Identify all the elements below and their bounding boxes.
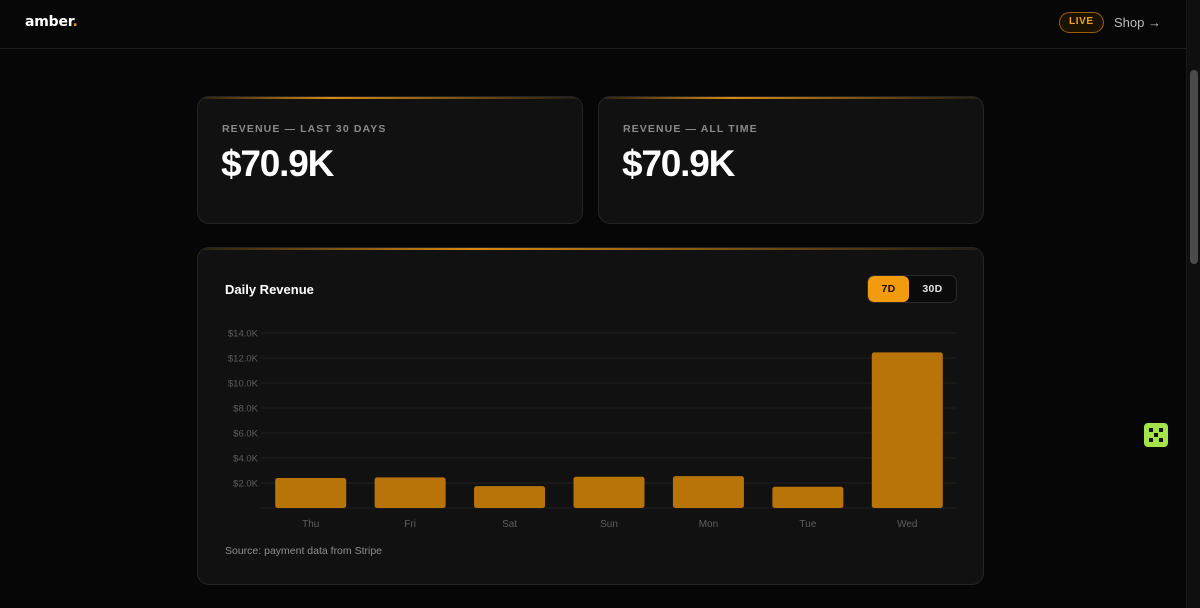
logo-dot: . [72,14,78,30]
stat-card-all-time: REVENUE — ALL TIME $70.9K [598,96,984,224]
stat-card-last-30-days: REVENUE — LAST 30 DAYS $70.9K [197,96,583,224]
bar [374,477,446,508]
stat-label: REVENUE — ALL TIME [623,123,758,135]
x-tick-label: Thu [302,519,319,530]
y-tick-label: $10.0K [228,379,259,390]
y-tick-label: $8.0K [233,404,258,415]
toggle-7d-button[interactable]: 7D [868,276,909,302]
x-tick-label: Sun [600,519,618,530]
daily-revenue-card: Daily Revenue 7D 30D $2.0K $4.0K $6.0K $8.0… [197,247,984,585]
bar [573,476,645,508]
grid-icon [1149,428,1163,442]
top-nav: amber. LIVE Shop → [0,0,1186,49]
scrollbar-thumb[interactable] [1190,70,1198,264]
toggle-30d-button[interactable]: 30D [922,283,943,295]
stat-value: $70.9K [622,143,735,184]
x-tick-label: Mon [699,519,718,530]
y-tick-label: $12.0K [228,354,259,365]
shop-link[interactable]: Shop → [1114,15,1161,30]
y-tick-label: $6.0K [233,429,258,440]
bar [772,486,844,508]
source-note: Source: payment data from Stripe [225,545,382,557]
floating-widget-button[interactable] [1144,423,1168,447]
bar [474,486,546,508]
bar [672,476,744,508]
y-tick-label: $4.0K [233,454,258,465]
x-tick-label: Fri [404,519,416,530]
stat-label: REVENUE — LAST 30 DAYS [222,123,387,135]
live-badge: LIVE [1059,12,1104,33]
chart-title: Daily Revenue [225,282,314,297]
bar [871,352,943,508]
page-scrollbar[interactable] [1186,0,1200,608]
y-tick-label: $14.0K [228,329,259,340]
x-tick-label: Sat [502,519,517,530]
x-tick-label: Wed [897,519,917,530]
x-tick-label: Tue [799,519,816,530]
logo[interactable]: amber. [25,14,78,30]
bar [275,478,347,508]
y-tick-label: $2.0K [233,479,258,490]
daily-revenue-chart: $2.0K $4.0K $6.0K $8.0K $10.0K $12.0K $14.0K Th… [228,329,957,530]
range-toggle: 7D 30D [867,275,957,303]
stat-value: $70.9K [221,143,334,184]
logo-text: amber [25,14,73,30]
